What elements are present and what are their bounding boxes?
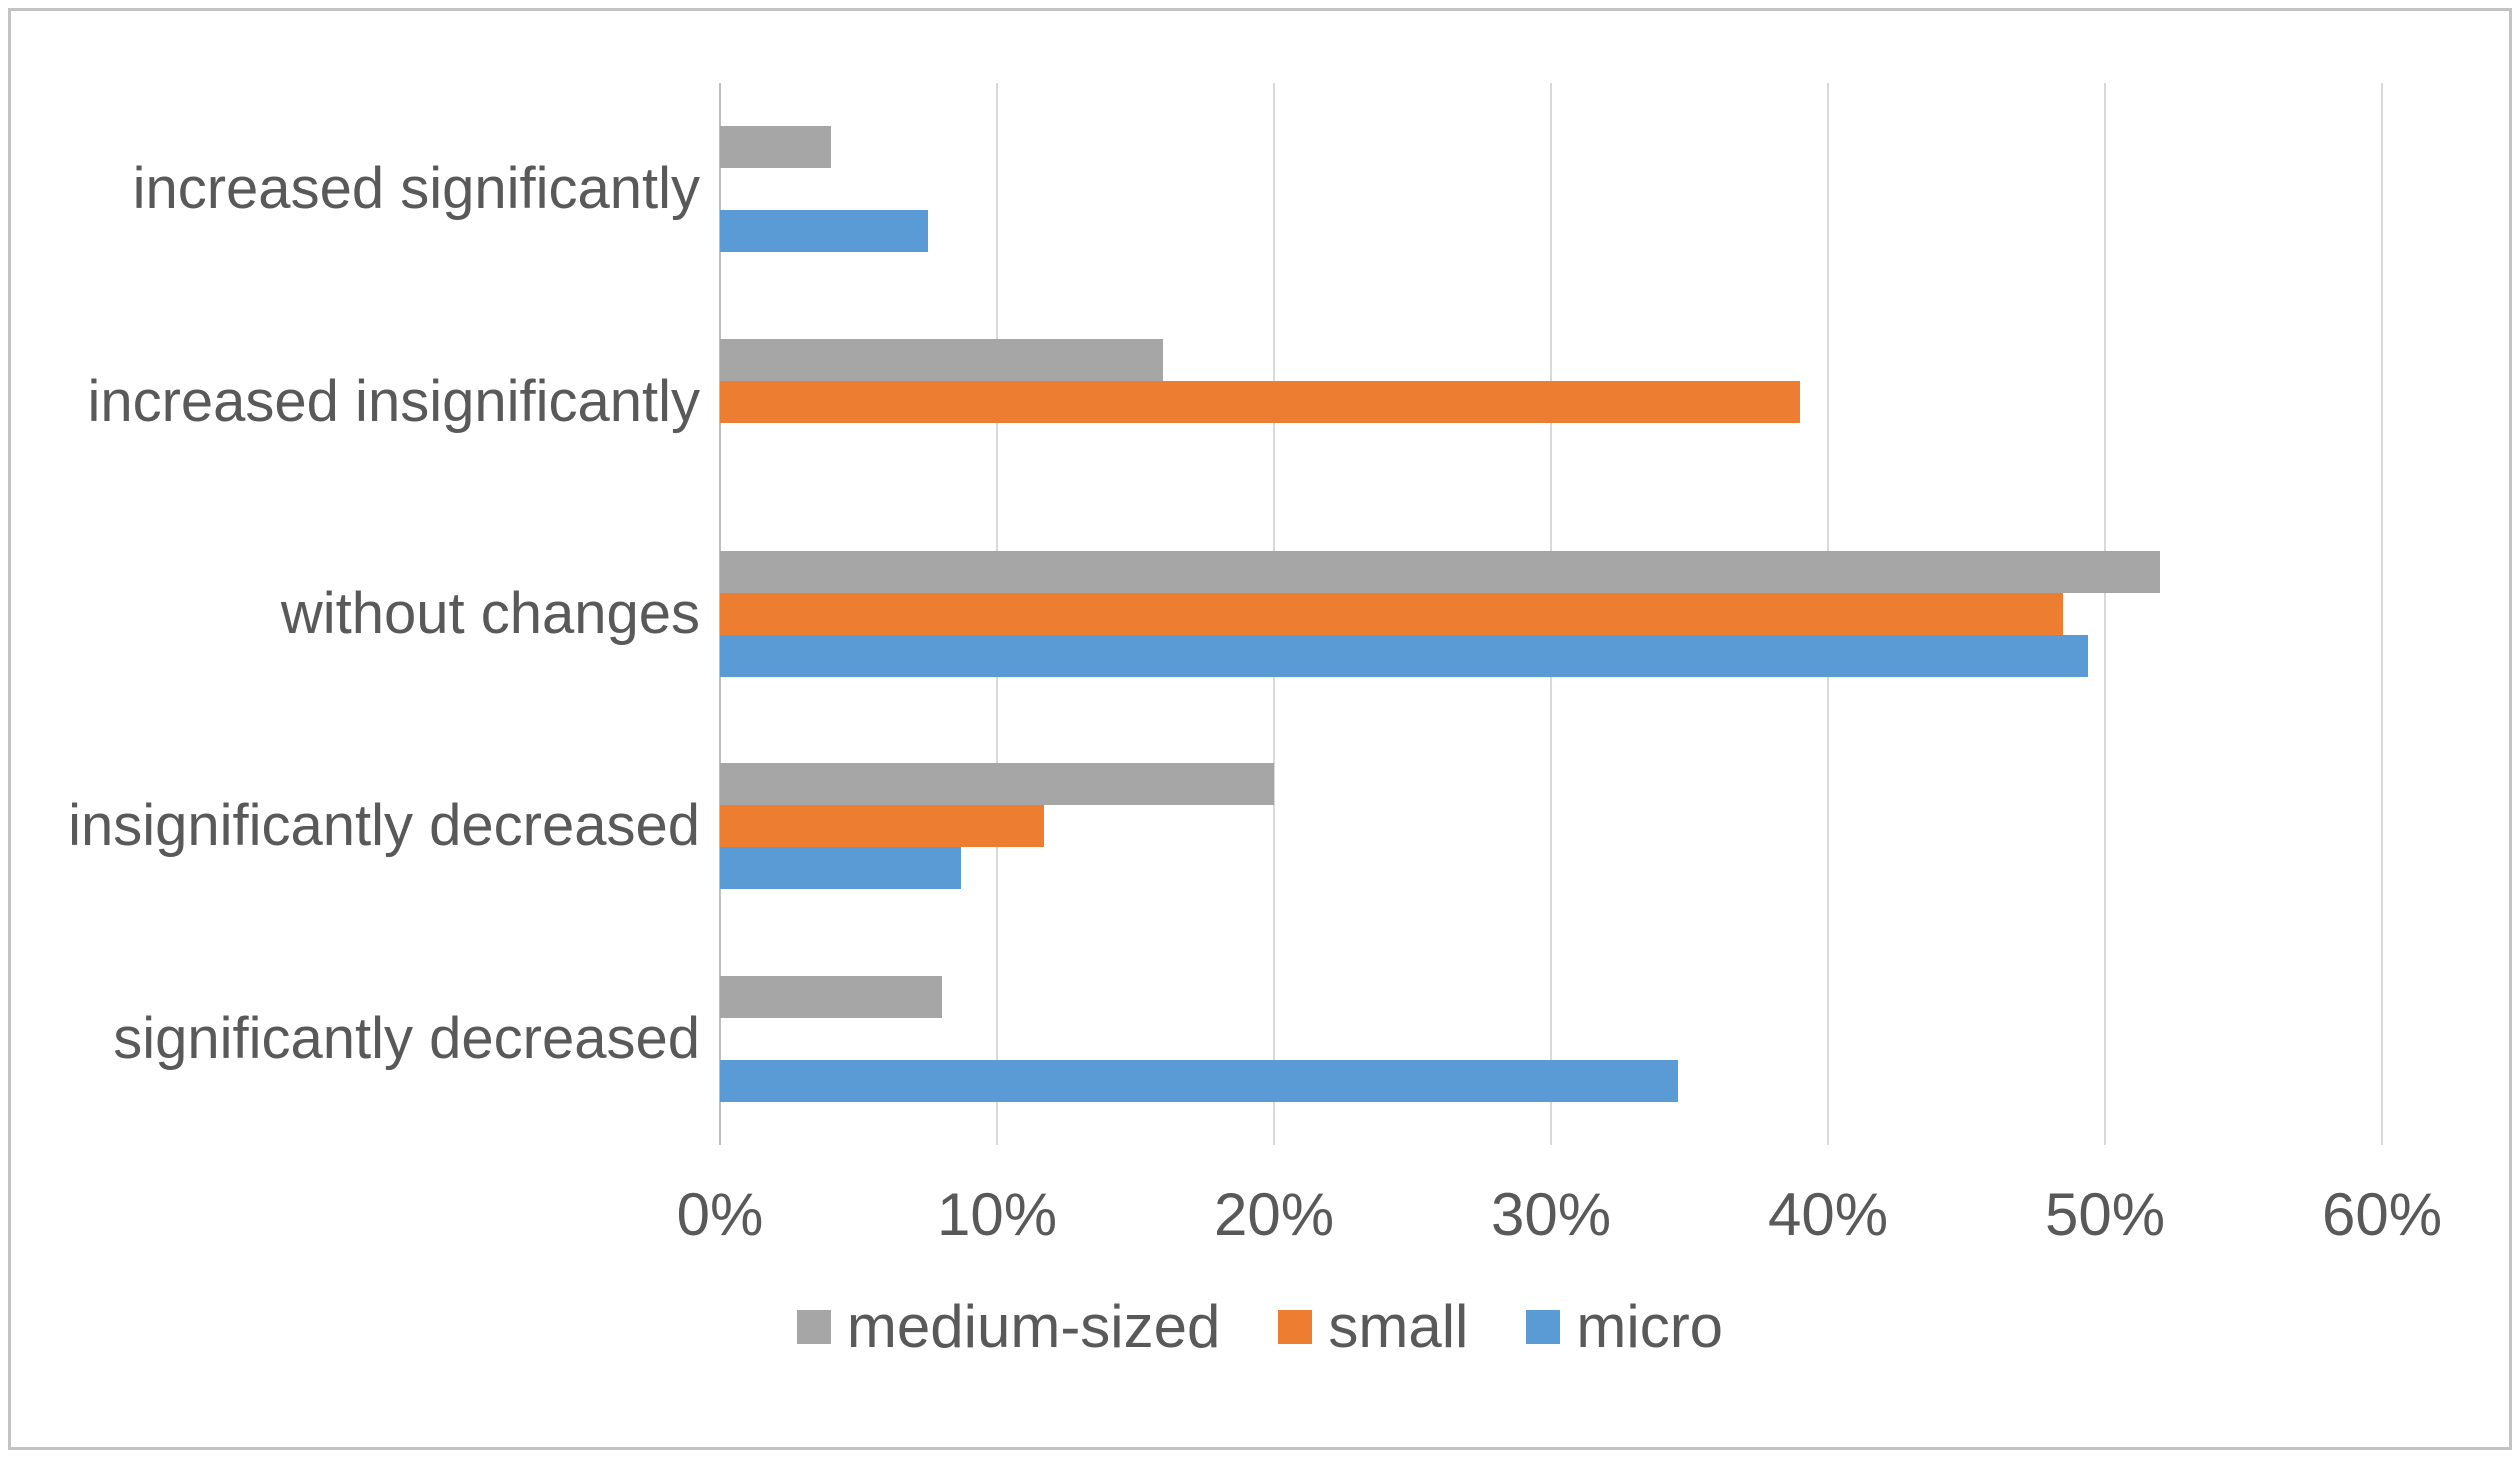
legend-label: small [1328, 1293, 1469, 1360]
legend-label: micro [1576, 1293, 1724, 1360]
x-tick-label: 30% [1490, 1181, 1612, 1248]
gridline [2381, 83, 2383, 1145]
legend-swatch-icon [1278, 1309, 1313, 1344]
legend-swatch-icon [1526, 1309, 1561, 1344]
bar [720, 126, 831, 168]
x-tick-label: 10% [936, 1181, 1058, 1248]
legend-item: small [1278, 1292, 1468, 1361]
chart-legend: medium-sized small micro [0, 1292, 2520, 1361]
x-tick-label: 40% [1767, 1181, 1889, 1248]
bar [720, 381, 1800, 423]
gridline [2104, 83, 2106, 1145]
legend-label: medium-sized [846, 1293, 1221, 1360]
legend-item: medium-sized [796, 1292, 1221, 1361]
category-label: insignificantly decreased [68, 793, 700, 858]
category-label: without changes [280, 581, 700, 646]
category-label: significantly decreased [113, 1006, 700, 1071]
bar [720, 976, 942, 1018]
bar [720, 1060, 1678, 1102]
bar [720, 551, 2160, 593]
bar [720, 805, 1044, 847]
bar [720, 635, 2088, 677]
bar [720, 339, 1163, 381]
category-label: increased insignificantly [87, 369, 700, 434]
legend-item: micro [1526, 1292, 1723, 1361]
x-tick-label: 50% [2044, 1181, 2166, 1248]
legend-swatch-icon [796, 1309, 831, 1344]
x-tick-label: 0% [676, 1181, 764, 1248]
category-label: increased significantly [132, 156, 700, 221]
x-tick-label: 60% [2321, 1181, 2443, 1248]
bar [720, 210, 928, 252]
bar [720, 847, 961, 889]
x-tick-label: 20% [1213, 1181, 1335, 1248]
bar [720, 763, 1274, 805]
bar [720, 593, 2063, 635]
